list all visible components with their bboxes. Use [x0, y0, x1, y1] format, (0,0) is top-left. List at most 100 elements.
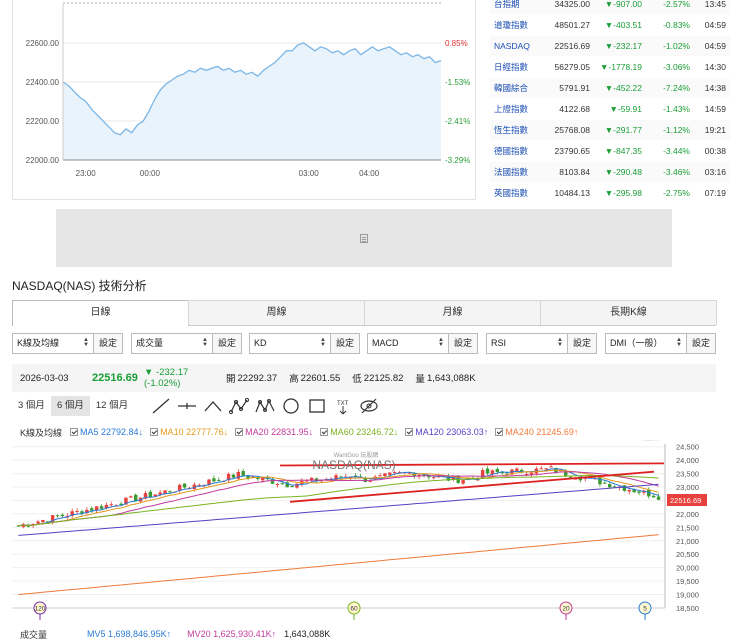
ma-toggle[interactable]: MA5 22792.84↓	[70, 427, 143, 437]
period-marker[interactable]	[347, 601, 361, 615]
index-name[interactable]: 上證指數	[494, 104, 529, 114]
index-name[interactable]: 日經指數	[494, 62, 529, 72]
rectangle-icon[interactable]	[304, 396, 330, 416]
selector-group-rsi: RSI ▲ ▼ 設定	[486, 333, 598, 354]
horizontal-line-icon[interactable]	[174, 396, 200, 416]
price-tick-label: 23,000	[676, 483, 699, 492]
rsi-select[interactable]: RSI ▲ ▼	[486, 333, 568, 354]
index-name[interactable]: 韓國綜合	[494, 83, 529, 93]
dmi-select[interactable]: DMI（一般） ▲ ▼	[605, 333, 687, 354]
ma240-line	[18, 534, 659, 596]
index-percent: -3.44%	[663, 146, 690, 156]
select-arrows-icon: ▲ ▼	[676, 337, 682, 348]
selector-group-macd: MACD ▲ ▼ 設定	[367, 333, 479, 354]
macd-select[interactable]: MACD ▲ ▼	[367, 333, 449, 354]
tab-long-term[interactable]: 長期K線	[540, 300, 717, 325]
range-6m-button[interactable]: 6 個月	[50, 396, 90, 416]
quote-price: 22516.69	[92, 372, 138, 384]
pattern-abc-icon[interactable]	[226, 396, 252, 416]
circle-icon[interactable]	[278, 396, 304, 416]
tab-monthly[interactable]: 月線	[364, 300, 541, 325]
rsi-settings-button[interactable]: 設定	[568, 333, 598, 354]
checkbox-icon[interactable]	[495, 428, 504, 436]
index-percent: -1.43%	[663, 104, 690, 114]
candle-body	[80, 511, 84, 514]
index-percent: -2.75%	[663, 188, 690, 198]
text-tool-icon[interactable]: TXT	[330, 396, 356, 416]
wave-icon[interactable]	[200, 396, 226, 416]
ma-toggle[interactable]: MA10 22777.76↓	[150, 427, 228, 437]
candle-body	[207, 479, 211, 486]
index-row[interactable]: 德國指數 23790.65 ▼-847.35 -3.44% 00:38	[490, 141, 730, 161]
quote-bar: 2026-03-03 22516.69 ▼ -232.17 (-1.02%) 開…	[12, 364, 716, 392]
candle-body	[505, 473, 509, 475]
index-time: 03:16	[704, 167, 726, 177]
index-name[interactable]: 英國指數	[494, 188, 529, 198]
period-marker[interactable]	[559, 601, 573, 615]
index-name[interactable]: 法國指數	[494, 167, 529, 177]
candle-body	[339, 476, 343, 478]
ma-toggle[interactable]: MA60 23246.72↓	[320, 427, 398, 437]
index-row[interactable]: 日經指數 56279.05 ▼-1778.19 -3.06% 14:30	[490, 57, 730, 77]
macd-settings-button[interactable]: 設定	[449, 333, 479, 354]
index-row[interactable]: 法國指數 8103.84 ▼-290.48 -3.46% 03:16	[490, 162, 730, 182]
kd-settings-button[interactable]: 設定	[331, 333, 361, 354]
pattern-abcd-icon[interactable]	[252, 396, 278, 416]
candle-body	[603, 482, 607, 484]
candle-body	[55, 515, 60, 517]
candle-body	[607, 484, 612, 488]
ma120-line	[18, 483, 659, 536]
hide-icon[interactable]	[356, 396, 382, 416]
index-price: 56279.05	[554, 62, 590, 72]
y-tick-label: 22600.00	[26, 39, 60, 48]
candle-body	[134, 494, 138, 502]
index-row[interactable]: NASDAQ 22516.69 ▼-232.17 -1.02% 04:59	[490, 36, 730, 56]
index-name[interactable]: 德國指數	[494, 146, 529, 156]
checkbox-icon[interactable]	[235, 428, 244, 436]
ma-toggle[interactable]: MA20 22831.95↓	[235, 427, 313, 437]
checkbox-icon[interactable]	[320, 428, 329, 436]
index-change: ▼-295.98	[604, 188, 642, 198]
kline-settings-button[interactable]: 設定	[94, 333, 124, 354]
tab-weekly[interactable]: 周線	[188, 300, 365, 325]
candle-body	[46, 521, 50, 523]
line-tool-icon[interactable]	[148, 396, 174, 416]
candle-body	[295, 483, 299, 488]
kline-select[interactable]: K線及均線 ▲ ▼	[12, 333, 94, 354]
range-3m-button[interactable]: 3 個月	[18, 400, 45, 411]
index-row[interactable]: 道瓊指數 48501.27 ▼-403.51 -0.83% 04:59	[490, 15, 730, 35]
index-row[interactable]: 恆生指數 25768.08 ▼-291.77 -1.12% 19:21	[490, 120, 730, 140]
candle-body	[148, 491, 153, 498]
period-marker[interactable]	[33, 601, 47, 615]
tab-daily[interactable]: 日線	[12, 300, 189, 326]
index-row[interactable]: 英國指數 10484.13 ▼-295.98 -2.75% 07:19	[490, 183, 730, 203]
checkbox-icon[interactable]	[405, 428, 414, 436]
candle-body	[143, 493, 148, 499]
ma-toggle[interactable]: MA120 23063.03↑	[405, 427, 488, 437]
index-name[interactable]: NASDAQ	[494, 41, 530, 51]
checkbox-icon[interactable]	[150, 428, 159, 436]
candle-body	[544, 468, 548, 470]
index-name[interactable]: 台指期	[494, 0, 520, 9]
index-row[interactable]: 上證指數 4122.68 ▼-59.91 -1.43% 14:59	[490, 99, 730, 119]
macd-select-value: MACD	[372, 338, 399, 348]
volume-settings-button[interactable]: 設定	[213, 333, 243, 354]
index-name[interactable]: 恆生指數	[494, 125, 529, 135]
index-row[interactable]: 台指期 34325.00 ▼-907.00 -2.57% 13:45	[490, 0, 730, 14]
volume-select[interactable]: 成交量 ▲ ▼	[131, 333, 213, 354]
price-tick-label: 19,500	[676, 577, 699, 586]
dmi-settings-button[interactable]: 設定	[687, 333, 717, 354]
candle-body	[407, 472, 412, 474]
kd-select[interactable]: KD ▲ ▼	[249, 333, 331, 354]
range-12m-button[interactable]: 12 個月	[95, 400, 129, 411]
period-marker[interactable]	[638, 601, 652, 615]
candle-body	[119, 503, 123, 506]
index-name[interactable]: 道瓊指數	[494, 20, 529, 30]
candle-body	[70, 511, 74, 516]
candle-body	[99, 506, 104, 509]
candle-body	[236, 471, 241, 479]
checkbox-icon[interactable]	[70, 428, 79, 436]
ma-toggle[interactable]: MA240 21245.69↑	[495, 427, 578, 437]
index-row[interactable]: 韓國綜合 5791.91 ▼-452.22 -7.24% 14:38	[490, 78, 730, 98]
index-change: ▼-907.00	[604, 0, 642, 9]
